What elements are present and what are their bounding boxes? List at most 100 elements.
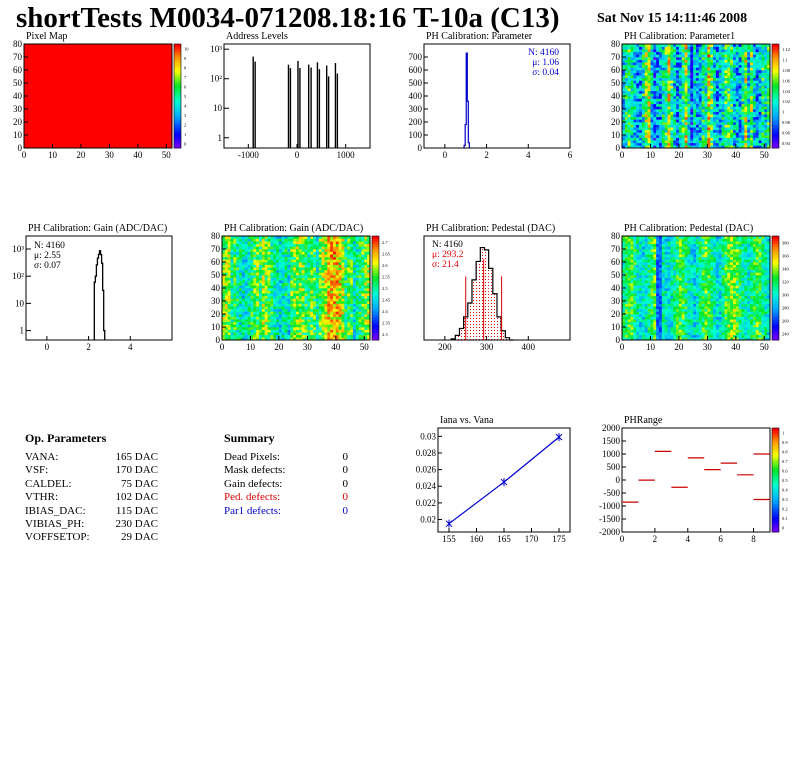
heatmap-cell bbox=[710, 77, 714, 81]
heatmap-cell bbox=[704, 137, 708, 141]
heatmap-cell bbox=[735, 114, 739, 118]
heatmap-cell bbox=[247, 290, 251, 294]
heatmap-cell bbox=[752, 109, 757, 112]
heatmap-cell bbox=[661, 85, 665, 89]
heatmap-cell bbox=[704, 80, 708, 84]
heatmap-cell bbox=[630, 101, 634, 105]
heatmap-cell bbox=[752, 127, 757, 131]
heatmap-cell bbox=[330, 334, 334, 338]
heatmap-cell bbox=[690, 124, 694, 128]
heatmap-cell bbox=[656, 101, 660, 105]
heatmap-cell bbox=[636, 303, 640, 307]
heatmap-cell bbox=[653, 122, 657, 125]
heatmap-cell bbox=[341, 301, 345, 304]
heatmap-cell bbox=[750, 57, 754, 60]
heatmap-cell bbox=[678, 49, 683, 53]
heatmap-cell bbox=[230, 303, 234, 307]
heatmap-cell bbox=[636, 124, 640, 128]
heatmap-cell bbox=[296, 295, 300, 299]
heatmap-cell bbox=[298, 306, 302, 310]
heatmap-cell bbox=[644, 70, 648, 73]
heatmap-cell bbox=[352, 236, 357, 239]
heatmap-cell bbox=[338, 269, 342, 273]
heatmap-cell bbox=[270, 269, 274, 273]
heatmap-cell bbox=[233, 251, 237, 255]
heatmap-cell bbox=[761, 106, 765, 110]
heatmap-cell bbox=[730, 64, 734, 68]
heatmap-cell bbox=[324, 282, 328, 286]
heatmap-cell bbox=[701, 67, 705, 71]
heatmap-cell bbox=[730, 132, 734, 136]
heatmap-cell bbox=[338, 301, 342, 304]
heatmap-cell bbox=[636, 132, 640, 136]
heatmap-cell bbox=[333, 334, 337, 338]
heatmap-cell bbox=[647, 127, 651, 131]
heatmap-cell bbox=[633, 96, 637, 99]
heatmap-cell bbox=[656, 54, 660, 58]
heatmap-cell bbox=[267, 238, 271, 242]
heatmap-cell bbox=[650, 51, 654, 55]
heatmap-cell bbox=[284, 327, 288, 330]
heatmap-cell bbox=[715, 137, 720, 141]
heatmap-cell bbox=[701, 142, 705, 146]
heatmap-cell bbox=[627, 303, 631, 307]
heatmap-cell bbox=[284, 262, 288, 265]
heatmap-cell bbox=[273, 314, 277, 317]
x-tick-label: 200 bbox=[438, 342, 452, 352]
heatmap-cell bbox=[239, 311, 243, 315]
heatmap-cell bbox=[727, 124, 731, 128]
heatmap-cell bbox=[670, 88, 674, 92]
heatmap-cell bbox=[296, 293, 300, 297]
heatmap-cell bbox=[710, 106, 714, 110]
heatmap-cell bbox=[758, 119, 762, 123]
heatmap-cell bbox=[622, 135, 626, 138]
colorbar-cell bbox=[174, 85, 181, 89]
heatmap-cell bbox=[327, 238, 331, 242]
heatmap-cell bbox=[755, 122, 759, 125]
heatmap-cell bbox=[664, 96, 668, 99]
heatmap-cell bbox=[284, 316, 288, 320]
heatmap-cell bbox=[644, 67, 648, 71]
heatmap-cell bbox=[650, 54, 654, 58]
heatmap-cell bbox=[650, 67, 654, 71]
heatmap-cell bbox=[270, 277, 274, 281]
heatmap-cell bbox=[290, 293, 294, 297]
heatmap-cell bbox=[747, 116, 751, 120]
heatmap-cell bbox=[644, 77, 648, 81]
heatmap-cell bbox=[355, 334, 359, 338]
heatmap-cell bbox=[301, 275, 305, 278]
heatmap-cell bbox=[750, 98, 754, 102]
heatmap-cell bbox=[650, 93, 654, 97]
heatmap-cell bbox=[361, 249, 365, 252]
heatmap-cell bbox=[696, 72, 700, 76]
heatmap-cell bbox=[735, 116, 739, 120]
heatmap-cell bbox=[256, 316, 260, 320]
heatmap-cell bbox=[244, 259, 248, 263]
heatmap-cell bbox=[761, 103, 765, 107]
heatmap-cell bbox=[367, 251, 371, 255]
heatmap-cell bbox=[653, 46, 657, 50]
heatmap-cell bbox=[318, 259, 322, 263]
heatmap-cell bbox=[704, 140, 708, 144]
heatmap-cell bbox=[256, 301, 260, 304]
heatmap-cell bbox=[627, 246, 631, 250]
heatmap-cell bbox=[247, 327, 251, 330]
heatmap-cell bbox=[630, 96, 634, 99]
heatmap-cell bbox=[678, 80, 683, 84]
heatmap-cell bbox=[281, 308, 285, 312]
x-tick-label: 50 bbox=[162, 150, 172, 160]
heatmap-cell bbox=[735, 96, 739, 99]
heatmap-cell bbox=[664, 127, 668, 131]
heatmap-cell bbox=[639, 327, 643, 330]
heatmap-cell bbox=[735, 98, 739, 102]
heatmap-cell bbox=[681, 75, 685, 79]
heatmap-cell bbox=[647, 93, 651, 97]
heatmap-cell bbox=[290, 321, 294, 325]
heatmap-cell bbox=[641, 337, 646, 341]
heatmap-cell bbox=[310, 293, 314, 297]
heatmap-cell bbox=[327, 295, 331, 299]
heatmap-cell bbox=[738, 106, 742, 110]
heatmap-cell bbox=[727, 122, 731, 125]
heatmap-cell bbox=[364, 290, 368, 294]
heatmap-cell bbox=[327, 262, 331, 265]
